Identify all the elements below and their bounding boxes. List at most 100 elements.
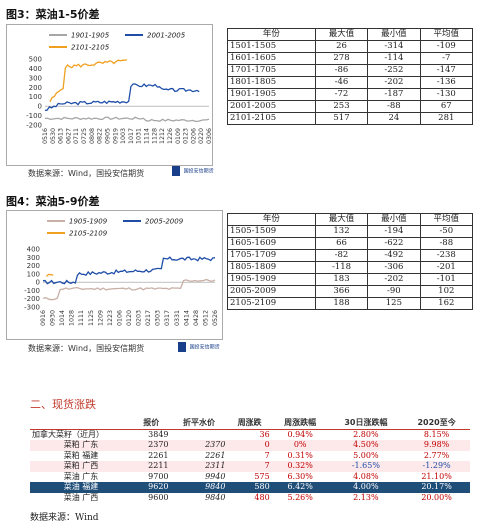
y-tick-label: 0 (36, 279, 40, 287)
fig4-stat-cell: -492 (367, 249, 421, 262)
x-tick-label: 0206 (190, 128, 197, 144)
spot-cell-week-pct: 6.42% (271, 482, 329, 493)
x-tick-label: 0306 (206, 128, 212, 144)
x-tick-label: 0725 (81, 128, 88, 144)
fig4-stat-cell: 1505-1509 (227, 225, 316, 238)
spot-cell-name: 菜油 福建 (30, 482, 132, 493)
spot-cell-30d: 4.00% (328, 482, 404, 493)
spot-cell-ytd: 8.15% (423, 429, 450, 439)
fig4-stat-cell: 183 (314, 273, 369, 286)
fig4-stat-cell: 66 (314, 237, 369, 250)
fig4-stat-table: 年份 最大值 最小值 平均值 1505-1509 132 -194 -50 1605-1609 6… (227, 213, 474, 310)
x-tick-label: 1111 (78, 310, 85, 326)
fig4-stat-row: 1805-1809 -118 -306 -201 (227, 261, 474, 274)
spot-cell-week: 575 (254, 471, 270, 481)
fig4-stat-header-cell: 最大值 (314, 213, 369, 226)
x-tick-label: 0822 (97, 128, 104, 144)
series-line (44, 83, 200, 112)
x-tick-label: 0711 (73, 128, 80, 144)
spot-row: 菜粕 广东 2370 2370 0 0% 4.50% 9.98% (30, 440, 470, 451)
fig4-stat-cell: -88 (419, 237, 474, 250)
x-tick-label: 0106 (116, 310, 123, 326)
fig4-stat-header-cell: 平均值 (419, 213, 474, 226)
fig3-stat-cell: 2101-2105 (227, 112, 316, 125)
x-tick-label: 1223 (107, 310, 114, 326)
spot-row: 菜油 广东 9700 9940 575 6.30% 4.08% 21.10% (30, 472, 470, 483)
fig3-stat-cell: -114 (367, 52, 421, 65)
spot-cell-price: 2370 (132, 440, 171, 451)
legend-label: 1901-1905 (71, 32, 110, 40)
spot-cell-price: 9600 (148, 492, 169, 502)
fig3-stat-cell: 1701-1705 (227, 64, 316, 77)
fig4-stat-cell: -90 (367, 285, 421, 298)
spot-cell-week-pct: 0.32% (271, 461, 329, 472)
spot-cell-flat: 2311 (170, 461, 228, 472)
spot-cell-week: 0 (227, 440, 272, 451)
spot-cell-30d: 5.00% (353, 450, 379, 460)
x-tick-label: 1017 (128, 128, 135, 144)
y-tick-label: 400 (29, 65, 42, 73)
y-tick-label: -300 (24, 304, 40, 312)
fig3-stat-row: 1901-1905 -72 -187 -130 (227, 88, 474, 101)
fig3-stat-cell: -130 (419, 88, 474, 101)
x-tick-label: 0930 (50, 310, 57, 326)
spot-cell-week-pct: 0.94% (287, 429, 313, 439)
fig3-stat-cell: 1501-1505 (227, 40, 316, 53)
fig3-stat-cell: 253 (314, 100, 369, 113)
fig3-logo: 国投安信期货 (172, 166, 214, 176)
fig4-stat-cell: 125 (367, 297, 421, 310)
spot-cell-price: 3849 (148, 429, 169, 439)
x-tick-label: 0808 (89, 128, 96, 144)
fig4-stat-cell: 366 (314, 285, 369, 298)
x-tick-label: 0217 (145, 310, 152, 326)
fig3-stat-cell: -136 (419, 76, 474, 89)
fig3-stat-cell: 2001-2005 (227, 100, 316, 113)
fig3-stat-cell: -252 (367, 64, 421, 77)
fig3-stat-cell: 24 (367, 112, 421, 125)
spot-cell-30d: -1.65% (328, 461, 404, 472)
fig3-stat-table: 年份 最大值 最小值 平均值 1501-1505 26 -314 -109 1601-1605 2… (227, 28, 474, 125)
spot-cell-flat: 2261 (205, 450, 226, 460)
fig4-stat-row: 1605-1609 66 -622 -88 (227, 237, 474, 250)
fig4-stat-cell: -101 (419, 273, 474, 286)
spot-cell-ytd: 21.10% (421, 471, 452, 481)
fig4-stat-row: 2005-2009 366 -90 102 (227, 285, 474, 298)
spot-header-row: 报价 折平水价 周涨跌 周涨跌幅 30日涨跌幅 2020至今 (30, 418, 470, 430)
spot-cell-week: 36 (259, 429, 270, 439)
spot-cell-week: 480 (254, 492, 270, 502)
spot-cell-name: 菜油 广东 (63, 471, 99, 481)
fig3-stat-cell: 517 (314, 112, 369, 125)
x-tick-label: 1003 (120, 128, 127, 144)
fig3-chart: 500 400 300 200 100 0 -100 -200 0516 0530 0613 0627… (6, 24, 213, 166)
x-tick-label: 0331 (174, 310, 181, 326)
spot-row: 菜油 广西 9600 9840 480 5.26% 2.13% 20.00% (30, 493, 470, 504)
series-line (42, 256, 216, 285)
x-tick-label: 0526 (212, 310, 219, 326)
fig4-source: 数据来源：Wind，国投安信期货 (28, 344, 145, 353)
x-tick-label: 0317 (164, 310, 171, 326)
spot-cell-30d: 2.13% (353, 492, 379, 502)
spot-cell-flat: 2370 (170, 440, 228, 451)
spot-cell-name: 菜油 广西 (63, 492, 99, 502)
fig4-stat-cell: 2105-2109 (227, 297, 316, 310)
logo-mark-icon (178, 342, 186, 352)
fig3-stat-cell: -109 (419, 40, 474, 53)
fig3-stat-cell: -88 (367, 100, 421, 113)
series-line (45, 273, 54, 277)
fig3-stat-cell: -187 (367, 88, 421, 101)
spot-cell-flat (171, 429, 228, 440)
x-tick-label: 0120 (126, 310, 133, 326)
fig4-stat-cell: -194 (367, 225, 421, 238)
y-tick-label: 400 (27, 246, 40, 254)
fig4-stat-cell: 1605-1609 (227, 237, 316, 250)
fig4-stat-header: 年份 最大值 最小值 平均值 (227, 213, 474, 226)
x-tick-label: 1226 (167, 128, 174, 144)
fig3-stat-header: 年份 最大值 最小值 平均值 (227, 28, 474, 41)
fig4-stat-cell: 1905-1909 (227, 273, 316, 286)
fig3-stat-cell: -7 (419, 52, 474, 65)
fig3-stat-cell: -202 (367, 76, 421, 89)
x-tick-label: 0516 (42, 128, 49, 144)
x-tick-label: 0428 (193, 310, 200, 326)
fig4-stat-row: 1905-1909 183 -202 -101 (227, 273, 474, 286)
